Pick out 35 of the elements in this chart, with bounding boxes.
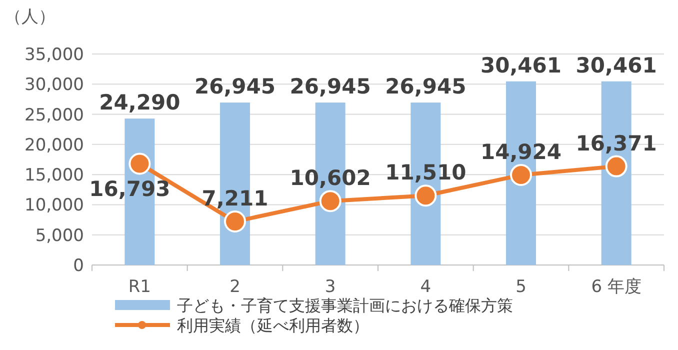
y-tick-label: 15,000	[24, 166, 84, 186]
x-tick-label: R1	[128, 277, 151, 297]
data-label: 7,211	[202, 186, 268, 211]
point	[224, 210, 246, 233]
x-tick-label: 5	[516, 277, 526, 297]
point	[128, 152, 151, 175]
point	[414, 184, 437, 207]
data-label: 30,461	[576, 53, 657, 78]
y-tick-label: 5,000	[35, 226, 84, 246]
data-label: 10,602	[290, 166, 371, 190]
y-tick-label: 0	[73, 256, 84, 276]
y-tick-label: 25,000	[24, 105, 84, 126]
y-tick-label: 35,000	[24, 45, 84, 65]
point	[510, 164, 532, 186]
data-label: 30,461	[480, 53, 562, 78]
y-axis-title: （人）	[4, 7, 56, 27]
y-tick-label: 20,000	[24, 135, 84, 156]
data-label: 26,945	[194, 74, 276, 99]
legend-label: 利用実績（延べ利用者数）	[177, 316, 369, 335]
y-tick-label: 10,000	[24, 196, 84, 216]
data-label: 14,924	[480, 140, 562, 164]
data-label: 11,510	[385, 160, 466, 185]
x-tick-label: 6 年度	[591, 277, 642, 297]
data-label: 16,793	[89, 176, 170, 201]
data-label: 26,945	[385, 74, 466, 99]
data-label: 16,371	[576, 131, 657, 156]
legend-label: 子ども・子育て支援事業計画における確保方策	[177, 296, 513, 315]
x-tick-label: 3	[324, 277, 336, 297]
point	[319, 190, 342, 212]
x-tick-label: 2	[230, 277, 240, 297]
y-tick-label: 30,000	[24, 75, 84, 96]
data-label: 24,290	[99, 90, 180, 115]
x-tick-label: 4	[420, 277, 432, 297]
data-label: 26,945	[290, 74, 371, 99]
point	[605, 155, 628, 178]
